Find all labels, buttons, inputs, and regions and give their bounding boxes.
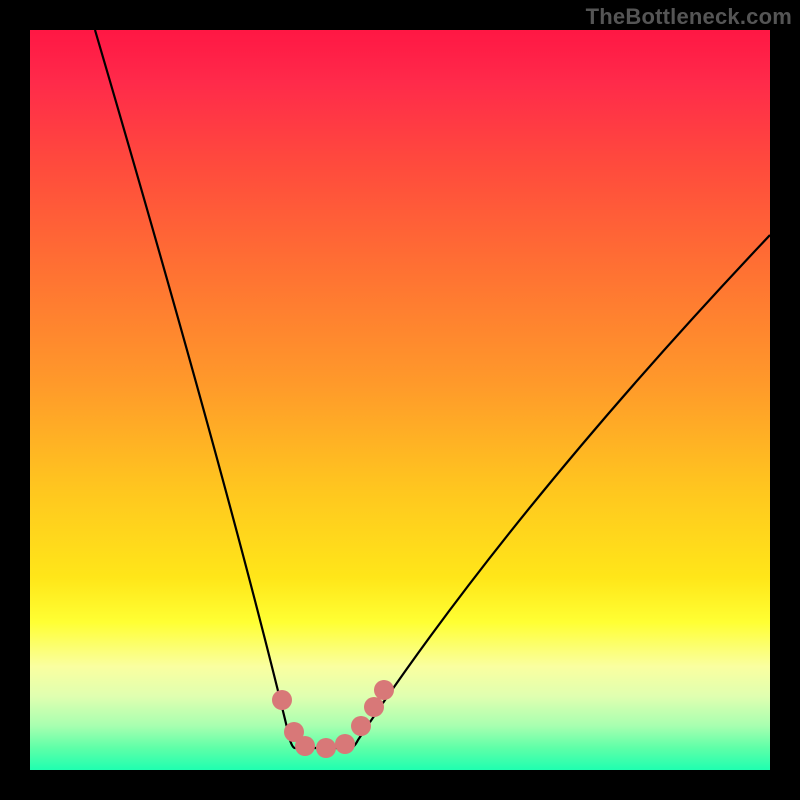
data-marker: [364, 697, 384, 717]
data-marker: [272, 690, 292, 710]
data-marker: [335, 734, 355, 754]
data-markers: [30, 30, 770, 770]
data-marker: [374, 680, 394, 700]
data-marker: [316, 738, 336, 758]
chart-canvas: TheBottleneck.com: [0, 0, 800, 800]
data-marker: [351, 716, 371, 736]
data-marker: [295, 736, 315, 756]
watermark-text: TheBottleneck.com: [586, 4, 792, 30]
plot-area: [30, 30, 770, 770]
